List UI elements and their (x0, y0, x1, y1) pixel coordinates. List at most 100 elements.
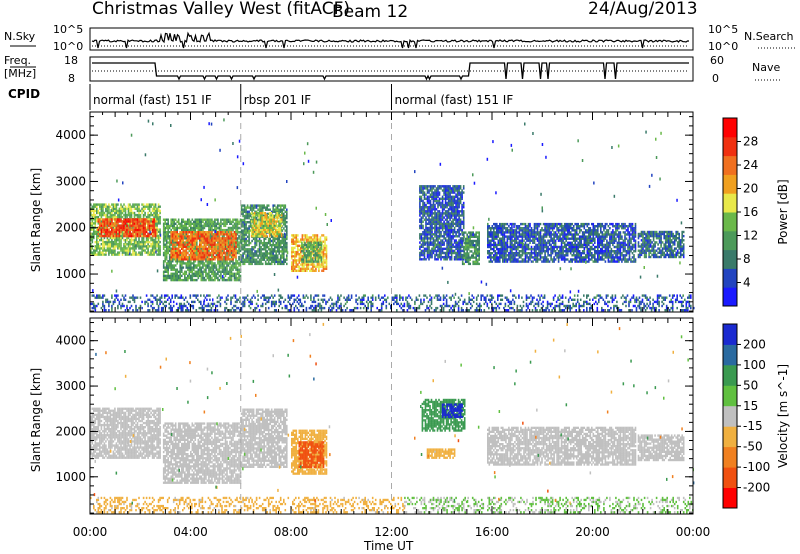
power-colorbar-tick-label: 4 (743, 276, 751, 290)
nsearch-tick-bottom: 10^0 (708, 40, 738, 53)
power-colorbar-segment (723, 230, 737, 251)
power-echo-region-1 (97, 218, 157, 238)
velocity-colorbar-tick-label: -15 (743, 419, 763, 433)
power-colorbar-segment (723, 136, 737, 157)
velocity-colorbar-segment (723, 324, 737, 345)
power-colorbar-segment (723, 212, 737, 232)
power-echo-region-3 (170, 231, 237, 261)
cpid-segment-label: normal (fast) 151 IF (395, 93, 514, 107)
velocity-colorbar-tick-label: 50 (743, 378, 758, 392)
power-colorbar-segment (723, 287, 737, 307)
power-colorbar-tick-label: 28 (743, 135, 758, 149)
power-colorbar-label: Power [dB] (776, 179, 790, 244)
beam-label: Beam 12 (332, 2, 408, 22)
velocity-colorbar-tick-label: 15 (743, 399, 758, 413)
power-echo-region-12 (90, 294, 695, 312)
velocity-echo-region-10 (90, 496, 406, 514)
time-tick-label: 12:00 (374, 525, 409, 539)
power-colorbar-segment (723, 118, 737, 138)
power-colorbar-tick-label: 24 (743, 158, 758, 172)
nave-tick-top: 60 (710, 54, 724, 67)
date-label: 24/Aug/2013 (588, 0, 698, 19)
velocity-colorbar-tick-label: -50 (743, 440, 763, 454)
velocity-colorbar-segment (723, 385, 737, 407)
power-colorbar-segment (723, 193, 737, 213)
freq-label-line2: [MHz] (4, 67, 36, 80)
velocity-echo-region-11 (404, 496, 694, 514)
velocity-echo-region-4 (298, 441, 325, 468)
nsearch-tick-top: 10^5 (708, 23, 738, 36)
power-panel: 1000 2000 3000 4000 (55, 111, 695, 313)
velocity-colorbar-tick-label: 100 (743, 358, 766, 372)
velocity-colorbar-segment (723, 426, 737, 448)
power-colorbar-segment (723, 174, 737, 194)
power-colorbar-tick-label: 16 (743, 205, 758, 219)
velocity-y-tick-label: 4000 (55, 334, 86, 348)
nave-label: Nave (752, 61, 780, 74)
power-echo-region-9 (461, 231, 480, 266)
power-sparse-echoes (92, 118, 683, 303)
nsky-tick-top: 10^5 (53, 23, 83, 36)
velocity-echo-region-0 (90, 407, 161, 459)
nsky-trace (91, 31, 689, 49)
freq-tick-bottom: 8 (68, 72, 75, 85)
power-y-axis-label: Slant Range [km] (29, 168, 43, 272)
power-echo-region-5 (250, 212, 283, 238)
cpid-row: normal (fast) 151 IF rbsp 201 IF normal (f… (89, 84, 514, 110)
time-axis-ticks: 00:00 04:00 08:00 12:00 16:00 20:00 00:00 (73, 525, 711, 539)
velocity-y-tick-label: 1000 (55, 470, 86, 484)
velocity-colorbar-segment (723, 364, 737, 386)
freq-trace (92, 62, 689, 81)
power-colorbar-segment (723, 249, 737, 269)
power-echo-region-11 (637, 230, 685, 259)
velocity-panel: 1000 2000 3000 4000 (55, 317, 695, 515)
cpid-segment-label: rbsp 201 IF (244, 93, 311, 107)
velocity-colorbar-tick-label: -100 (743, 460, 770, 474)
velocity-y-tick-label: 3000 (55, 379, 86, 393)
cpid-segment-label: normal (fast) 151 IF (93, 93, 212, 107)
freq-label-line1: Freq. (4, 54, 31, 67)
cpid-label: CPID (8, 87, 40, 101)
velocity-colorbar-tick-label: 200 (743, 337, 766, 351)
velocity-echo-region-7 (426, 448, 456, 459)
power-echo-region-8 (419, 185, 465, 261)
velocity-colorbar-segment (723, 446, 737, 468)
velocity-colorbar-label: Velocity [m s^-1] (776, 364, 790, 468)
power-colorbar-tick-label: 12 (743, 229, 758, 243)
velocity-colorbar: -200 -100 -50 -15 15 50 100 200 Velocity [m s^-1… (722, 323, 790, 509)
velocity-echo-region-8 (487, 426, 637, 466)
nsky-tick-bottom: 10^0 (53, 40, 83, 53)
power-echo-region-7 (301, 241, 323, 263)
velocity-colorbar-segment (723, 467, 737, 488)
velocity-plot-area (90, 318, 693, 514)
velocity-colorbar-segment (723, 405, 737, 427)
nsky-label: N.Sky (4, 30, 36, 43)
power-colorbar-segment (723, 268, 737, 288)
figure-title: Christmas Valley West (fitACF) (92, 0, 350, 19)
power-data-cells (90, 185, 695, 312)
velocity-echo-region-5 (421, 398, 466, 432)
velocity-y-tick-label: 2000 (55, 424, 86, 438)
power-y-tick-label: 4000 (55, 128, 86, 142)
power-colorbar-tick-label: 8 (743, 252, 751, 266)
velocity-colorbar-tick-label: -200 (743, 481, 770, 495)
power-colorbar: 4 8 12 16 20 24 28 Power [dB] (722, 117, 790, 307)
velocity-sparse-echoes (93, 322, 695, 505)
power-echo-region-4 (240, 204, 288, 266)
velocity-colorbar-segment (723, 344, 737, 366)
time-tick-label: 20:00 (575, 525, 610, 539)
velocity-echo-region-1 (162, 422, 242, 484)
velocity-colorbar-segment (723, 487, 737, 509)
time-tick-label: 04:00 (173, 525, 208, 539)
x-axis-label: Time UT (363, 539, 414, 553)
power-colorbar-segment (723, 155, 737, 175)
freq-tick-top: 18 (64, 54, 78, 67)
time-tick-label: 16:00 (475, 525, 510, 539)
velocity-echo-region-2 (240, 408, 288, 468)
power-echo-region-10 (487, 222, 637, 263)
velocity-y-axis-label: Slant Range [km] (29, 368, 43, 472)
nave-tick-bottom: 0 (712, 72, 719, 85)
power-y-tick-label: 1000 (55, 267, 86, 281)
nsearch-label: N.Search (744, 30, 794, 43)
